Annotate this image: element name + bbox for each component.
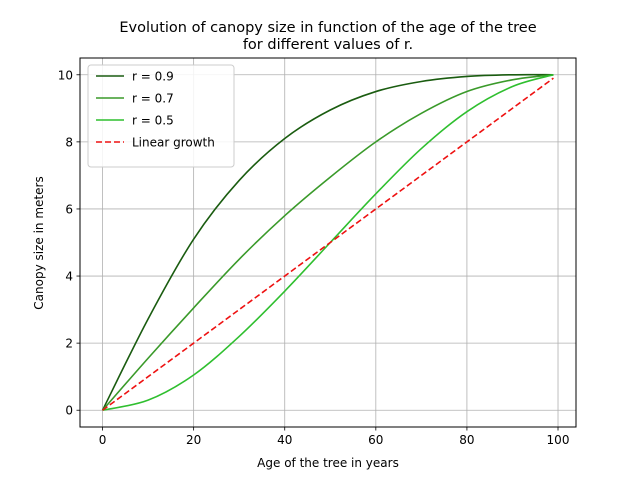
y-tick-label: 4 bbox=[65, 270, 73, 284]
series-line-1 bbox=[101, 73, 554, 411]
legend-label: r = 0.7 bbox=[132, 92, 174, 106]
x-tick-label: 40 bbox=[277, 433, 292, 447]
x-tick-label: 20 bbox=[186, 433, 201, 447]
legend-label: Linear growth bbox=[132, 136, 215, 150]
x-tick-label: 80 bbox=[459, 433, 474, 447]
y-tick-label: 2 bbox=[65, 337, 73, 351]
x-axis-label: Age of the tree in years bbox=[257, 456, 399, 470]
legend-label: r = 0.9 bbox=[132, 70, 174, 84]
legend-label: r = 0.5 bbox=[132, 114, 174, 128]
y-tick-label: 10 bbox=[58, 68, 73, 82]
series-line-4 bbox=[102, 77, 554, 411]
chart-title-line-2: for different values of r. bbox=[243, 37, 413, 53]
legend-box bbox=[87, 64, 235, 168]
legend: r = 0.9 r = 0.7 r = 0.5 Linear growth bbox=[87, 64, 235, 168]
plot-lines bbox=[101, 73, 554, 412]
y-axis-label: Canopy size in meters bbox=[32, 176, 46, 309]
axis-ticks: 0 20 40 60 80 100 0 2 4 6 8 10 bbox=[58, 68, 570, 447]
axes-frame bbox=[79, 57, 577, 428]
x-tick-label: 60 bbox=[368, 433, 383, 447]
y-tick-label: 0 bbox=[65, 404, 73, 418]
y-tick-label: 6 bbox=[65, 202, 73, 216]
y-tick-label: 8 bbox=[65, 135, 73, 149]
x-tick-label: 0 bbox=[99, 433, 107, 447]
series-line-2 bbox=[101, 73, 554, 411]
x-tick-label: 100 bbox=[547, 433, 570, 447]
chart-title-line-1: Evolution of canopy size in function of … bbox=[119, 20, 536, 36]
